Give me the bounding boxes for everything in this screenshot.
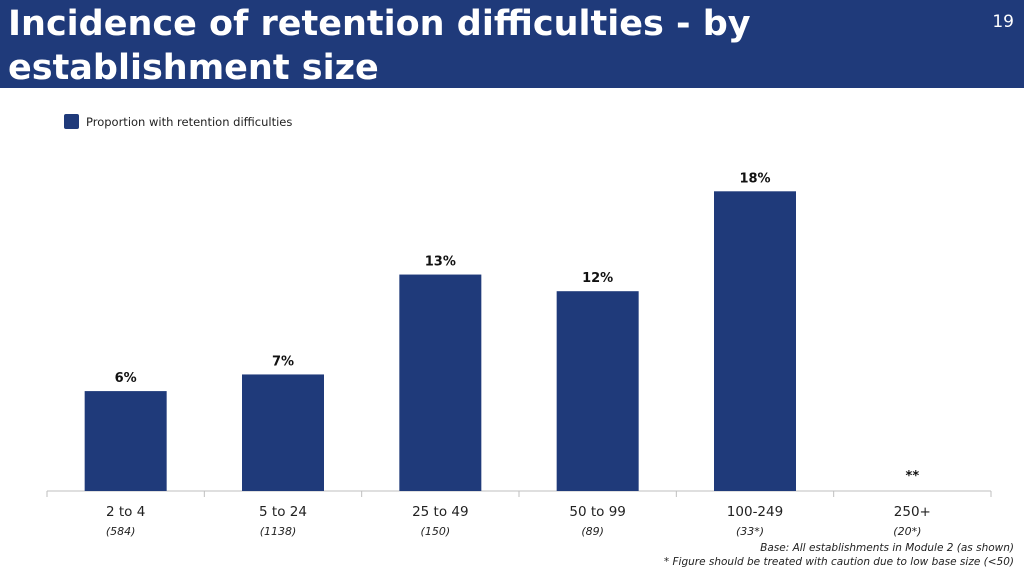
category-label-4: 100-249 — [727, 504, 783, 520]
data-label-1: 7% — [272, 354, 294, 369]
legend: Proportion with retention difficulties — [64, 114, 292, 129]
data-label-4: 18% — [739, 171, 770, 186]
base-size-label-0: (584) — [106, 525, 136, 538]
base-size-label-4: (33*) — [736, 525, 764, 538]
bar-1 — [242, 374, 324, 491]
data-label-2: 13% — [425, 255, 456, 270]
page-number: 19 — [992, 12, 1014, 32]
bar-0 — [84, 391, 167, 491]
legend-label: Proportion with retention difficulties — [86, 114, 293, 129]
header-bar: Incidence of retention difficulties - by… — [0, 0, 1024, 88]
data-label-5: ** — [906, 469, 920, 484]
page-title: Incidence of retention difficulties - by… — [8, 4, 751, 88]
bar-chart: 6% 2 to 4 (584) 7% 5 to 24 (1138) 13% 25 to 49 (… — [46, 171, 992, 538]
base-size-label-2: (150) — [421, 525, 451, 538]
category-label-3: 50 to 99 — [569, 504, 626, 520]
legend-swatch — [64, 114, 79, 129]
footnote-caution: * Figure should be treated with caution … — [663, 556, 1014, 568]
base-size-label-1: (1138) — [260, 525, 297, 538]
data-label-3: 12% — [582, 271, 613, 286]
bar-3 — [556, 291, 639, 491]
category-label-1: 5 to 24 — [259, 504, 307, 520]
data-label-0: 6% — [115, 371, 137, 386]
category-label-2: 25 to 49 — [412, 504, 469, 520]
category-label-5: 250+ — [894, 504, 931, 520]
footnote-base: Base: All establishments in Module 2 (as… — [760, 542, 1014, 554]
bar-4 — [714, 191, 796, 492]
base-size-label-5: (20*) — [893, 525, 921, 538]
bar-2 — [399, 274, 482, 491]
category-label-0: 2 to 4 — [106, 504, 145, 520]
base-size-label-3: (89) — [581, 525, 604, 538]
